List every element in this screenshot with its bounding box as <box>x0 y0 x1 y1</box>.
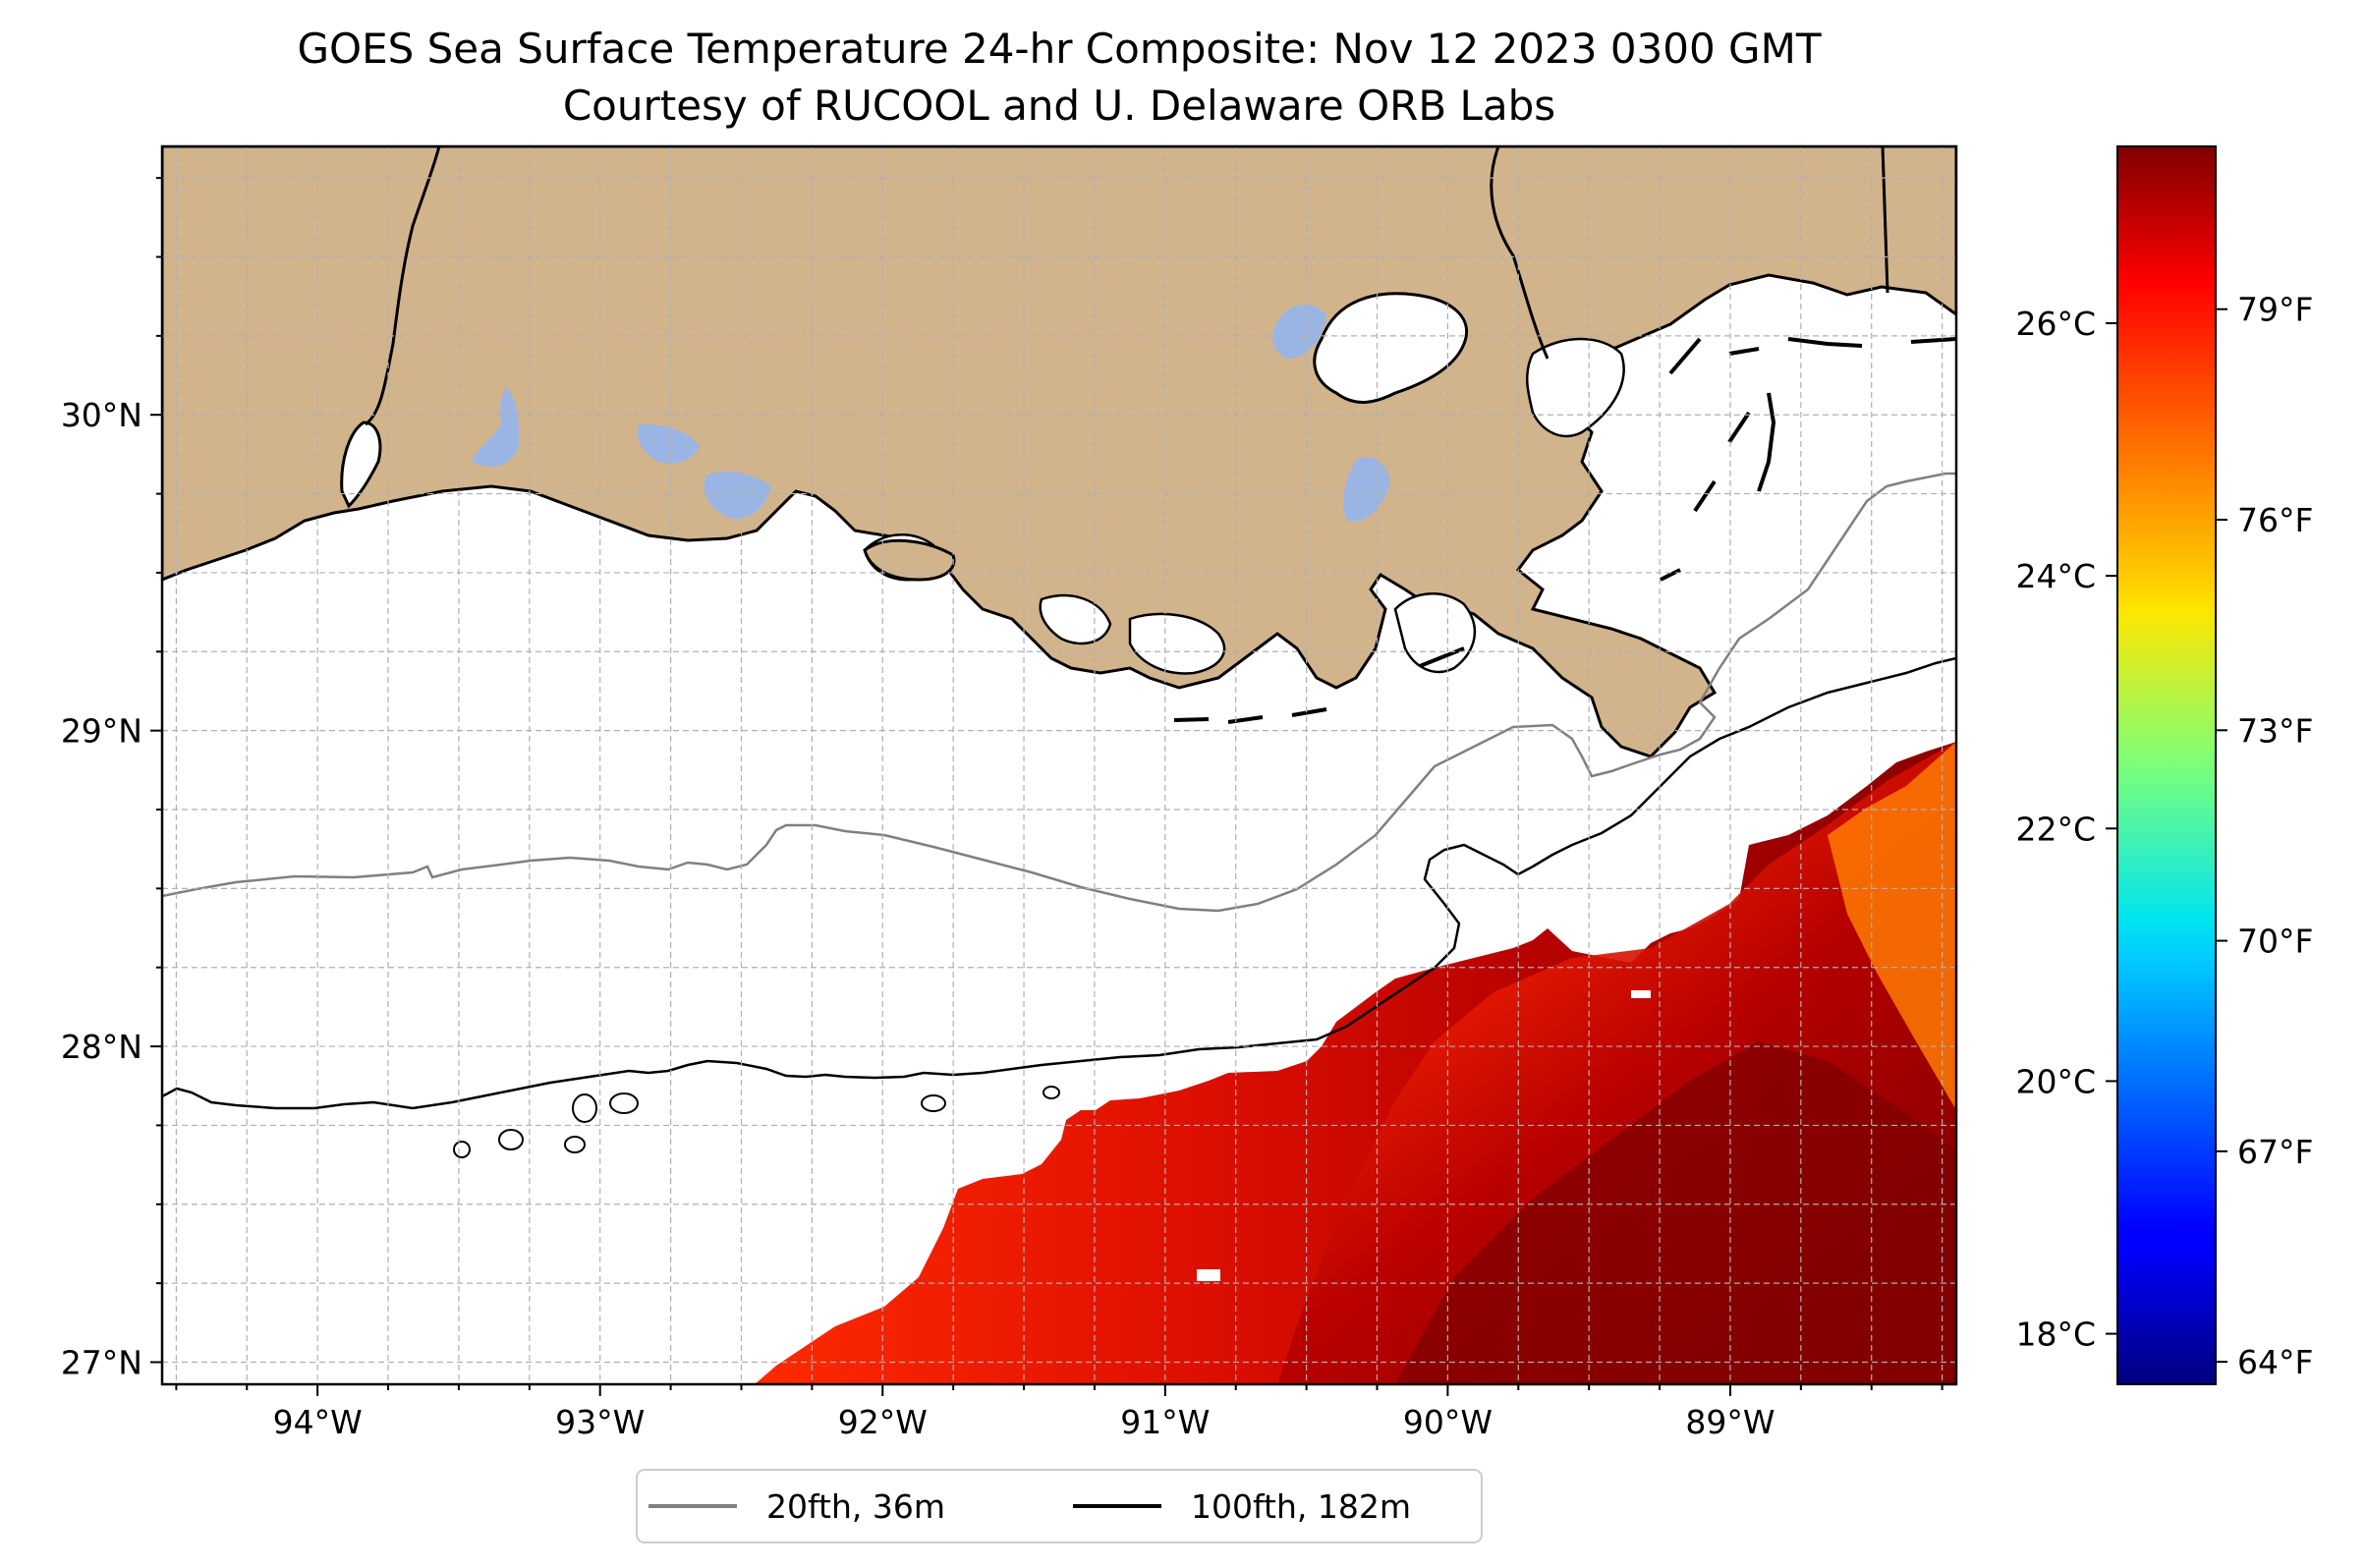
lake-4 <box>1272 305 1326 359</box>
barrier-islands <box>1173 337 1956 724</box>
map-subtitle: Courtesy of RUCOOL and U. Delaware ORB L… <box>563 82 1555 130</box>
colorbar-frame <box>2116 145 2217 1385</box>
fahrenheit-tick-label: 70°F <box>2237 923 2313 961</box>
lon-tick-label: 90°W <box>1403 1403 1493 1441</box>
bank-contours <box>453 1086 1060 1158</box>
map-frame <box>160 144 1958 1386</box>
lake-pontchartrain <box>1313 292 1468 404</box>
map-title: GOES Sea Surface Temperature 24-hr Compo… <box>297 25 1821 73</box>
celsius-tick-label: 18°C <box>2015 1316 2096 1354</box>
sst-orange-edge <box>1828 742 1956 1110</box>
lon-tick-label: 89°W <box>1685 1403 1775 1441</box>
gridlines <box>162 146 1956 1384</box>
colorbar: 18°C 20°C 22°C 24°C 26°C 64°F 67°F 70°F 73°F 76°… <box>2015 145 2313 1385</box>
bay-atchafalaya <box>1039 594 1112 645</box>
fahrenheit-tick-label: 73°F <box>2237 711 2313 750</box>
colorbar-fahrenheit-ticks: 64°F 67°F 70°F 73°F 76°F 79°F <box>2216 291 2313 1381</box>
legend: 20fth, 36m 100fth, 182m <box>636 1469 1483 1543</box>
celsius-tick-label: 26°C <box>2015 305 2096 343</box>
bay-calcasieu <box>340 420 382 509</box>
bay-terrebonne <box>1128 612 1226 675</box>
isobath-20fth <box>162 472 1956 913</box>
celsius-tick-label: 22°C <box>2015 810 2096 848</box>
colorbar-celsius-ticks: 18°C 20°C 22°C 24°C 26°C <box>2015 305 2117 1354</box>
fahrenheit-tick-label: 64°F <box>2237 1343 2313 1381</box>
lat-tick-label: 30°N <box>61 396 142 434</box>
fahrenheit-tick-label: 67°F <box>2237 1133 2313 1171</box>
lat-tick-label: 27°N <box>61 1344 142 1382</box>
lon-tick-label: 94°W <box>273 1403 363 1441</box>
celsius-tick-label: 24°C <box>2015 557 2096 595</box>
lake-5 <box>1342 457 1390 522</box>
sst-gap <box>1631 990 1651 998</box>
sst-dark-core <box>1395 1041 1956 1384</box>
sst-gap <box>1197 1269 1220 1281</box>
lon-tick-label: 93°W <box>555 1403 645 1441</box>
longitude-axis: 94°W 93°W 92°W 91°W 90°W 89°W <box>175 1384 1944 1441</box>
lon-tick-label: 91°W <box>1120 1403 1210 1441</box>
celsius-tick-label: 20°C <box>2015 1062 2096 1100</box>
lake-1 <box>472 388 520 467</box>
latitude-axis: 27°N 28°N 29°N 30°N <box>61 177 162 1382</box>
fahrenheit-tick-label: 76°F <box>2237 501 2313 539</box>
lat-tick-label: 29°N <box>61 712 142 751</box>
lake-3 <box>704 471 771 520</box>
lake-2 <box>637 423 700 464</box>
bay-breton <box>1526 337 1625 438</box>
legend-label-100fth: 100fth, 182m <box>1191 1487 1411 1526</box>
legend-label-20fth: 20fth, 36m <box>766 1487 945 1526</box>
state-borders <box>365 146 1889 426</box>
lat-tick-label: 28°N <box>61 1028 142 1066</box>
map-area <box>162 146 1956 1384</box>
lon-tick-label: 92°W <box>838 1403 928 1441</box>
colorbar-gradient <box>2117 146 2216 1384</box>
isobath-100fth <box>162 656 1956 1110</box>
fahrenheit-tick-label: 79°F <box>2237 291 2313 329</box>
legend-box <box>636 1469 1483 1543</box>
